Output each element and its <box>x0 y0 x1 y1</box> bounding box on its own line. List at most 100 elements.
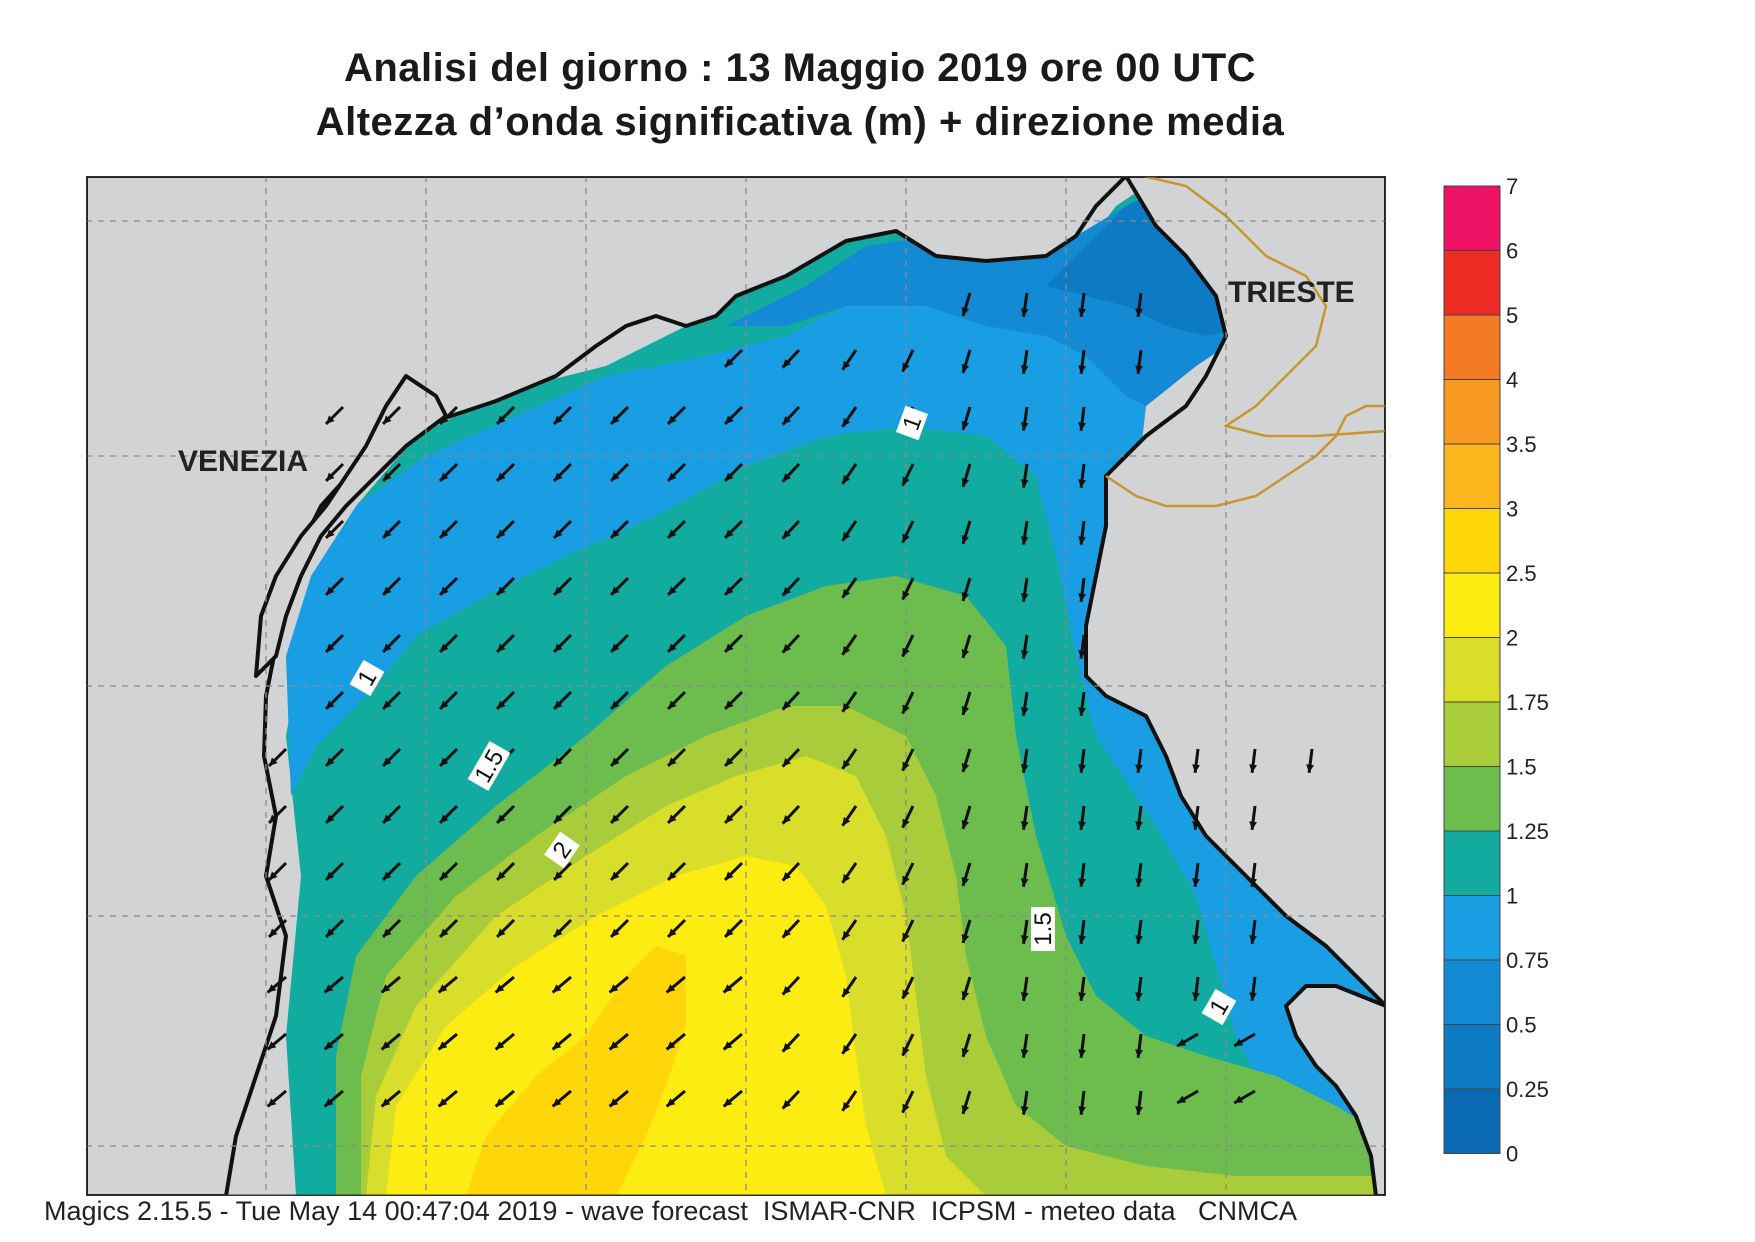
direction-arrow-head <box>267 984 277 993</box>
direction-arrow-head <box>782 1042 792 1052</box>
direction-arrow-head <box>326 871 335 880</box>
direction-arrow-head <box>554 643 563 652</box>
legend-tick-label: 2 <box>1506 626 1518 651</box>
legend-tick-label: 3 <box>1506 497 1518 522</box>
direction-arrow-head <box>961 934 970 943</box>
direction-arrow-head <box>438 1041 448 1050</box>
direction-arrow-head <box>782 757 792 767</box>
direction-arrow-head <box>902 1046 910 1056</box>
direction-arrow-head <box>1020 707 1029 716</box>
direction-arrow-head <box>902 362 910 372</box>
direction-arrow-head <box>495 984 505 993</box>
direction-arrow-head <box>609 1098 619 1107</box>
direction-arrow-head <box>438 984 448 993</box>
direction-arrow-head <box>1078 764 1086 773</box>
direction-arrow-head <box>668 586 677 595</box>
direction-arrow-head <box>668 928 677 937</box>
legend-tick-label: 0.25 <box>1506 1077 1549 1102</box>
direction-arrow-head <box>326 643 335 652</box>
direction-arrow-head <box>782 643 792 653</box>
direction-arrow-head <box>497 814 506 823</box>
direction-arrow-head <box>383 643 392 652</box>
direction-arrow-head <box>1177 1038 1187 1046</box>
direction-arrow-head <box>725 643 734 652</box>
direction-arrow-head <box>842 360 851 370</box>
direction-arrow-head <box>1078 308 1086 317</box>
direction-arrow-head <box>961 1048 970 1057</box>
direction-arrow-head <box>842 474 851 484</box>
direction-arrow-head <box>666 1041 676 1050</box>
istria-lower <box>1284 984 1386 1196</box>
wave-height-map: 1 1 1.5 2 1.5 1 VENEZIA <box>86 176 1386 1196</box>
direction-arrow-head <box>267 1041 277 1050</box>
direction-arrow-head <box>1078 479 1086 488</box>
direction-arrow-head <box>383 928 392 937</box>
direction-arrow-head <box>611 757 620 766</box>
direction-arrow-head <box>1078 821 1086 830</box>
legend-tick-label: 5 <box>1506 303 1518 328</box>
direction-arrow-head <box>725 415 734 424</box>
direction-arrow-head <box>269 814 278 823</box>
direction-arrow-head <box>554 472 563 481</box>
direction-arrow-head <box>723 1041 733 1050</box>
legend-tick-label: 0.5 <box>1506 1013 1537 1038</box>
direction-arrow-head <box>961 364 970 373</box>
direction-arrow-head <box>1078 536 1086 545</box>
direction-arrow-head <box>554 415 563 424</box>
direction-arrow-head <box>1135 365 1143 374</box>
direction-arrow-head <box>326 472 335 481</box>
direction-arrow-head <box>842 816 851 826</box>
direction-arrow-head <box>668 472 677 481</box>
direction-arrow-head <box>1135 935 1143 944</box>
direction-arrow-head <box>1135 821 1143 830</box>
direction-arrow-head <box>902 704 910 714</box>
graticule <box>86 176 1386 1196</box>
direction-arrow-head <box>668 529 677 538</box>
direction-arrow-head <box>383 472 392 481</box>
direction-arrow-head <box>440 643 449 652</box>
direction-arrow-head <box>383 415 392 424</box>
direction-arrow-head <box>609 984 619 993</box>
direction-arrow-head <box>842 531 851 541</box>
direction-arrow-head <box>1135 1049 1143 1058</box>
direction-arrow-head <box>326 757 335 766</box>
direction-arrow-head <box>961 763 970 772</box>
direction-arrow-head <box>1135 1106 1143 1115</box>
wave-height-field <box>286 186 1386 1196</box>
direction-arrow-head <box>611 700 620 709</box>
direction-arrow-head <box>902 989 910 999</box>
direction-arrow-head <box>611 814 620 823</box>
direction-arrow-head <box>497 529 506 538</box>
direction-arrow-head <box>961 877 970 886</box>
direction-arrow-head <box>782 529 792 539</box>
direction-arrow-head <box>902 875 910 885</box>
direction-arrow-head <box>961 307 970 316</box>
direction-arrow-head <box>1249 878 1257 887</box>
direction-arrow-head <box>1249 935 1257 944</box>
direction-arrow-head <box>1020 1106 1029 1115</box>
direction-arrow-head <box>1020 992 1029 1001</box>
legend-swatch <box>1443 314 1501 380</box>
direction-arrow-head <box>842 930 851 940</box>
direction-arrow-head <box>383 700 392 709</box>
direction-arrow-head <box>1020 650 1029 659</box>
direction-arrow-head <box>324 984 334 993</box>
direction-arrow-head <box>495 1041 505 1050</box>
direction-arrow-head <box>326 415 335 424</box>
direction-arrow-head <box>666 984 676 993</box>
direction-arrow-head <box>440 757 449 766</box>
direction-arrow-head <box>440 586 449 595</box>
direction-arrow-head <box>267 1098 277 1107</box>
legend-tick-label: 0.75 <box>1506 948 1549 973</box>
direction-arrow-head <box>1249 992 1257 1001</box>
legend-swatch <box>1443 250 1501 316</box>
direction-arrow-head <box>782 358 792 368</box>
direction-arrow-head <box>1192 764 1200 773</box>
direction-arrow-head <box>497 871 506 880</box>
direction-arrow-head <box>842 873 851 883</box>
direction-arrow-head <box>842 645 851 655</box>
direction-arrow-head <box>1135 878 1143 887</box>
direction-arrow-head <box>725 928 734 937</box>
direction-arrow-head <box>725 757 734 766</box>
band-0.75-to-1 <box>286 191 1386 1136</box>
